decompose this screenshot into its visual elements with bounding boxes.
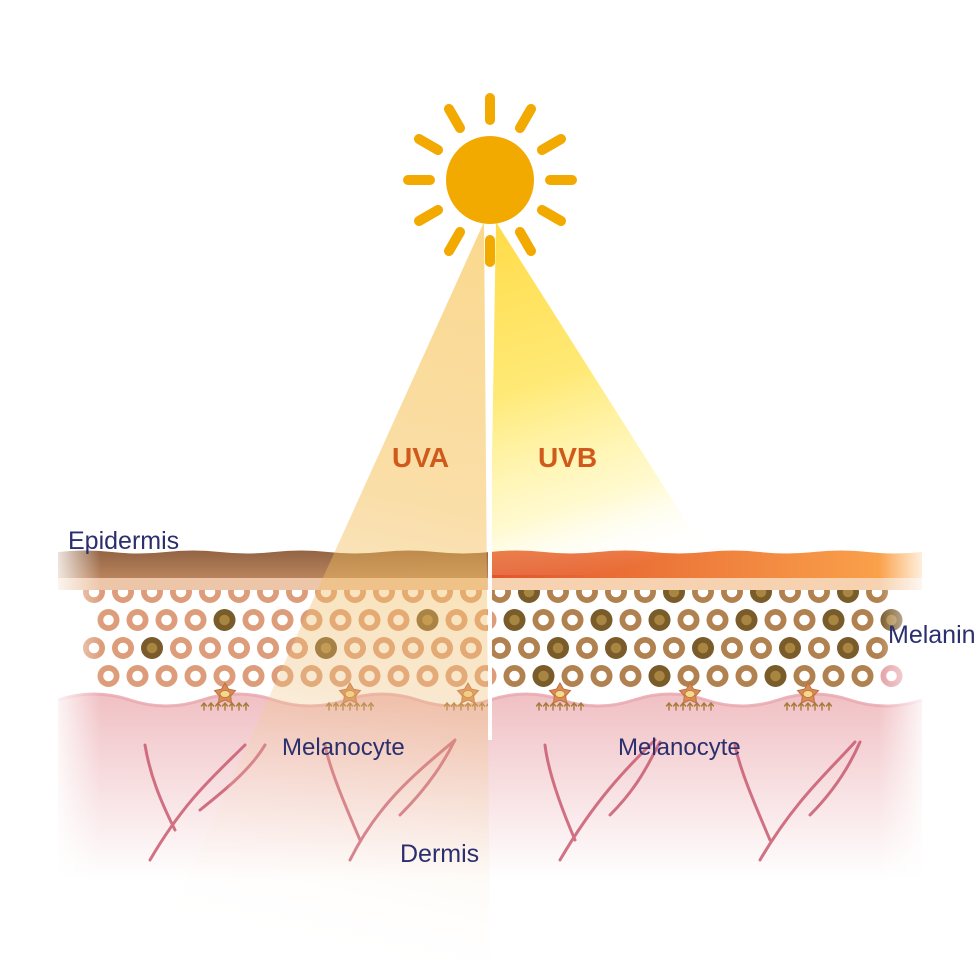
label-dermis: Dermis	[400, 840, 479, 869]
stage: Epidermis Melanin Melanocyte Melanocyte …	[0, 0, 980, 980]
label-uvb: UVB	[538, 442, 597, 474]
label-melanin: Melanin	[888, 621, 976, 650]
label-epidermis: Epidermis	[68, 527, 179, 556]
label-melanocyte-right: Melanocyte	[618, 734, 741, 762]
label-uva: UVA	[392, 442, 449, 474]
diagram-svg	[0, 0, 980, 980]
label-melanocyte-left: Melanocyte	[282, 734, 405, 762]
